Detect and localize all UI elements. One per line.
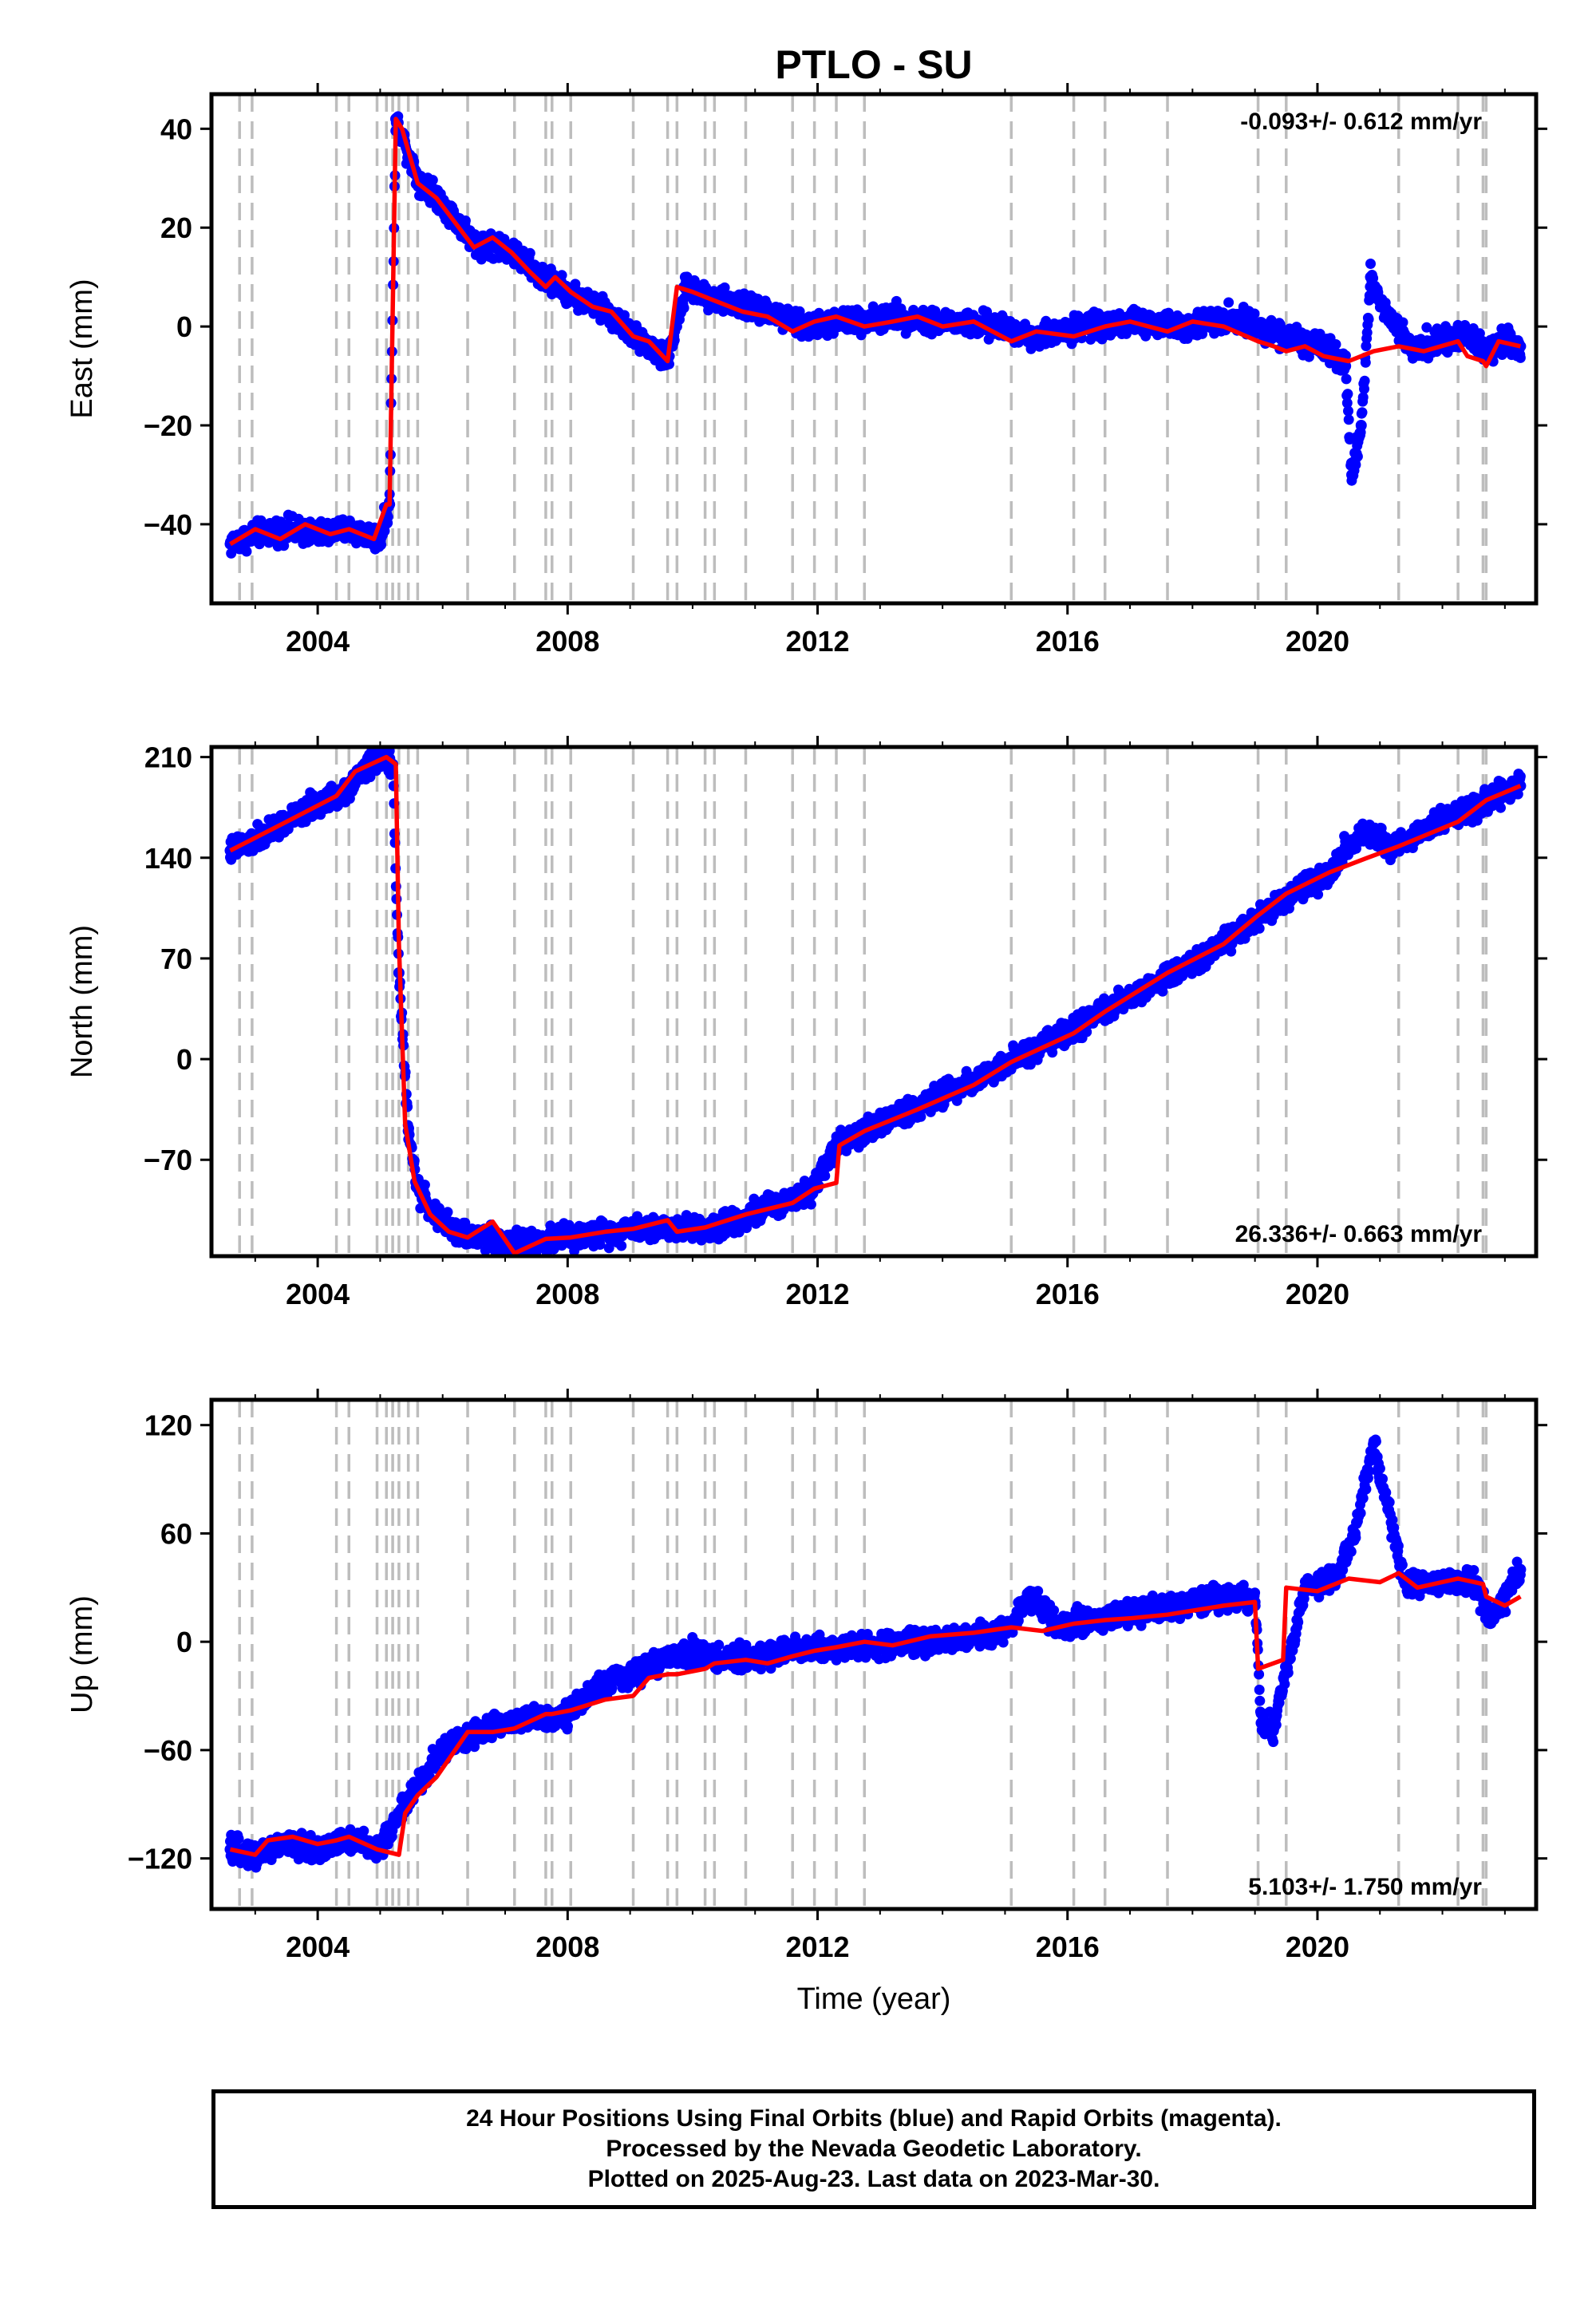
data-point bbox=[1224, 310, 1236, 322]
data-point bbox=[1360, 357, 1371, 368]
data-point bbox=[1361, 327, 1373, 338]
data-point bbox=[1226, 946, 1237, 957]
data-point bbox=[595, 1239, 606, 1250]
data-point bbox=[1197, 328, 1208, 339]
chart-title: PTLO - SU bbox=[775, 42, 972, 87]
data-point bbox=[442, 1207, 453, 1218]
y-tick-label: −40 bbox=[144, 508, 192, 541]
data-point bbox=[1363, 314, 1374, 325]
data-point bbox=[427, 175, 438, 186]
data-point bbox=[524, 247, 535, 259]
data-point bbox=[1461, 330, 1473, 342]
data-point bbox=[1293, 335, 1305, 347]
data-point bbox=[1355, 420, 1367, 432]
data-point bbox=[805, 1199, 816, 1210]
data-point bbox=[678, 302, 689, 314]
plot-area-north bbox=[224, 747, 1527, 1256]
data-point bbox=[1421, 322, 1432, 333]
data-point bbox=[951, 1095, 962, 1106]
x-tick-label: 2004 bbox=[286, 625, 350, 658]
data-point bbox=[1352, 451, 1363, 462]
data-point bbox=[1157, 986, 1168, 997]
panel-east: 2004 2008 2012 2016 2020 −40 −20 0 20 40 East (mm)… bbox=[65, 83, 1547, 658]
data-point bbox=[1341, 373, 1352, 385]
plot-area-east bbox=[224, 94, 1527, 603]
y-tick-label: 40 bbox=[160, 113, 192, 145]
data-point bbox=[982, 306, 993, 318]
data-point bbox=[1359, 383, 1369, 394]
data-point bbox=[719, 282, 730, 293]
y-tick-label: 20 bbox=[160, 211, 192, 244]
y-tick-label: −20 bbox=[144, 409, 192, 442]
data-point bbox=[794, 306, 805, 317]
data-point bbox=[1350, 459, 1361, 470]
data-point bbox=[1223, 297, 1235, 308]
data-point bbox=[1249, 308, 1260, 319]
data-point bbox=[915, 1111, 926, 1122]
data-point bbox=[1359, 375, 1370, 386]
data-point bbox=[616, 1240, 627, 1251]
data-point bbox=[241, 546, 252, 557]
data-point bbox=[1365, 271, 1377, 283]
x-tick-label: 2016 bbox=[1036, 625, 1100, 658]
data-point bbox=[374, 533, 386, 545]
data-point bbox=[1343, 414, 1354, 425]
data-point bbox=[1313, 889, 1324, 900]
data-point bbox=[1341, 397, 1353, 409]
data-point bbox=[1342, 389, 1353, 400]
model-line bbox=[229, 117, 1522, 547]
y-tick-label: 0 bbox=[176, 310, 192, 343]
data-point bbox=[1343, 405, 1353, 417]
x-tick-label: 2020 bbox=[1286, 625, 1349, 658]
x-tick-label: 2008 bbox=[535, 625, 599, 658]
x-tick-label: 2012 bbox=[785, 625, 849, 658]
data-point bbox=[1357, 392, 1369, 403]
data-point bbox=[382, 512, 393, 523]
data-point bbox=[556, 270, 567, 281]
data-point bbox=[1515, 352, 1526, 363]
data-point bbox=[1480, 346, 1492, 358]
data-point bbox=[820, 1170, 831, 1181]
plot-frame bbox=[209, 92, 1539, 606]
data-point bbox=[1324, 346, 1336, 358]
data-point bbox=[1397, 317, 1408, 328]
data-point bbox=[1346, 468, 1358, 480]
data-point bbox=[1074, 321, 1086, 333]
data-point bbox=[1361, 341, 1372, 352]
data-point bbox=[1365, 259, 1376, 269]
data-point bbox=[1357, 407, 1368, 418]
y-axis-label: East (mm) bbox=[65, 279, 99, 418]
data-point bbox=[1374, 296, 1386, 308]
data-point bbox=[460, 215, 471, 226]
rate-label: -0.093+/- 0.612 mm/yr bbox=[1240, 109, 1482, 135]
data-point bbox=[1254, 923, 1265, 934]
data-point bbox=[619, 310, 630, 321]
data-point bbox=[1255, 321, 1267, 333]
